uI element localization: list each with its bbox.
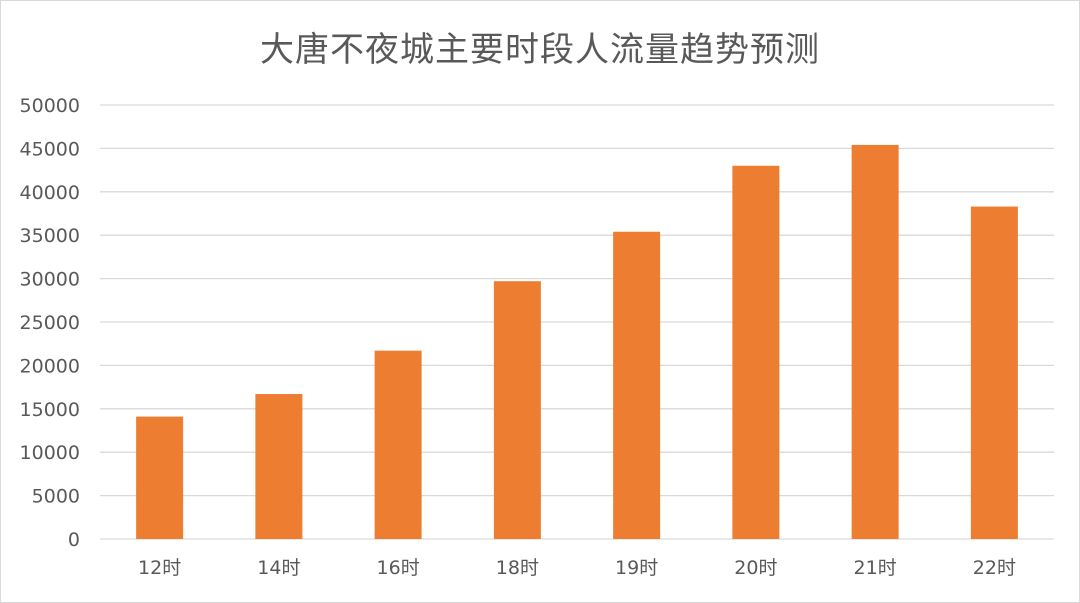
y-tick-label: 40000 <box>20 182 80 204</box>
y-tick-label: 0 <box>68 529 80 551</box>
y-tick-label: 5000 <box>32 486 80 508</box>
chart-title: 大唐不夜城主要时段人流量趋势预测 <box>260 30 820 70</box>
x-axis-ticks: 12时 14时 16时 18时 19时 20时 21时 22时 <box>138 557 1016 579</box>
y-tick-label: 15000 <box>20 399 80 421</box>
bars <box>136 144 1018 540</box>
y-tick-label: 10000 <box>20 442 80 464</box>
bar-21时 <box>851 144 899 540</box>
gridlines <box>100 104 1054 540</box>
y-tick-label: 45000 <box>20 138 80 160</box>
x-tick-label: 22时 <box>973 557 1016 579</box>
x-tick-label: 18时 <box>496 557 539 579</box>
x-tick-label: 21时 <box>854 557 897 579</box>
bar-12时 <box>136 416 184 539</box>
bar-18时 <box>493 281 541 539</box>
x-tick-label: 16时 <box>377 557 420 579</box>
y-tick-label: 25000 <box>20 312 80 334</box>
y-tick-label: 20000 <box>20 355 80 377</box>
y-tick-label: 35000 <box>20 225 80 247</box>
bar-20时 <box>732 165 780 539</box>
x-tick-label: 20时 <box>734 557 777 579</box>
x-tick-label: 12时 <box>138 557 181 579</box>
y-tick-label: 50000 <box>20 95 80 117</box>
x-tick-label: 19时 <box>615 557 658 579</box>
bar-22时 <box>970 206 1018 539</box>
bar-14时 <box>255 394 303 539</box>
x-tick-label: 14时 <box>257 557 300 579</box>
y-tick-label: 30000 <box>20 269 80 291</box>
bar-16时 <box>374 350 422 539</box>
bar-19时 <box>613 231 661 539</box>
y-axis-ticks: 0 5000 10000 15000 20000 25000 30000 35000 40000… <box>20 95 80 551</box>
